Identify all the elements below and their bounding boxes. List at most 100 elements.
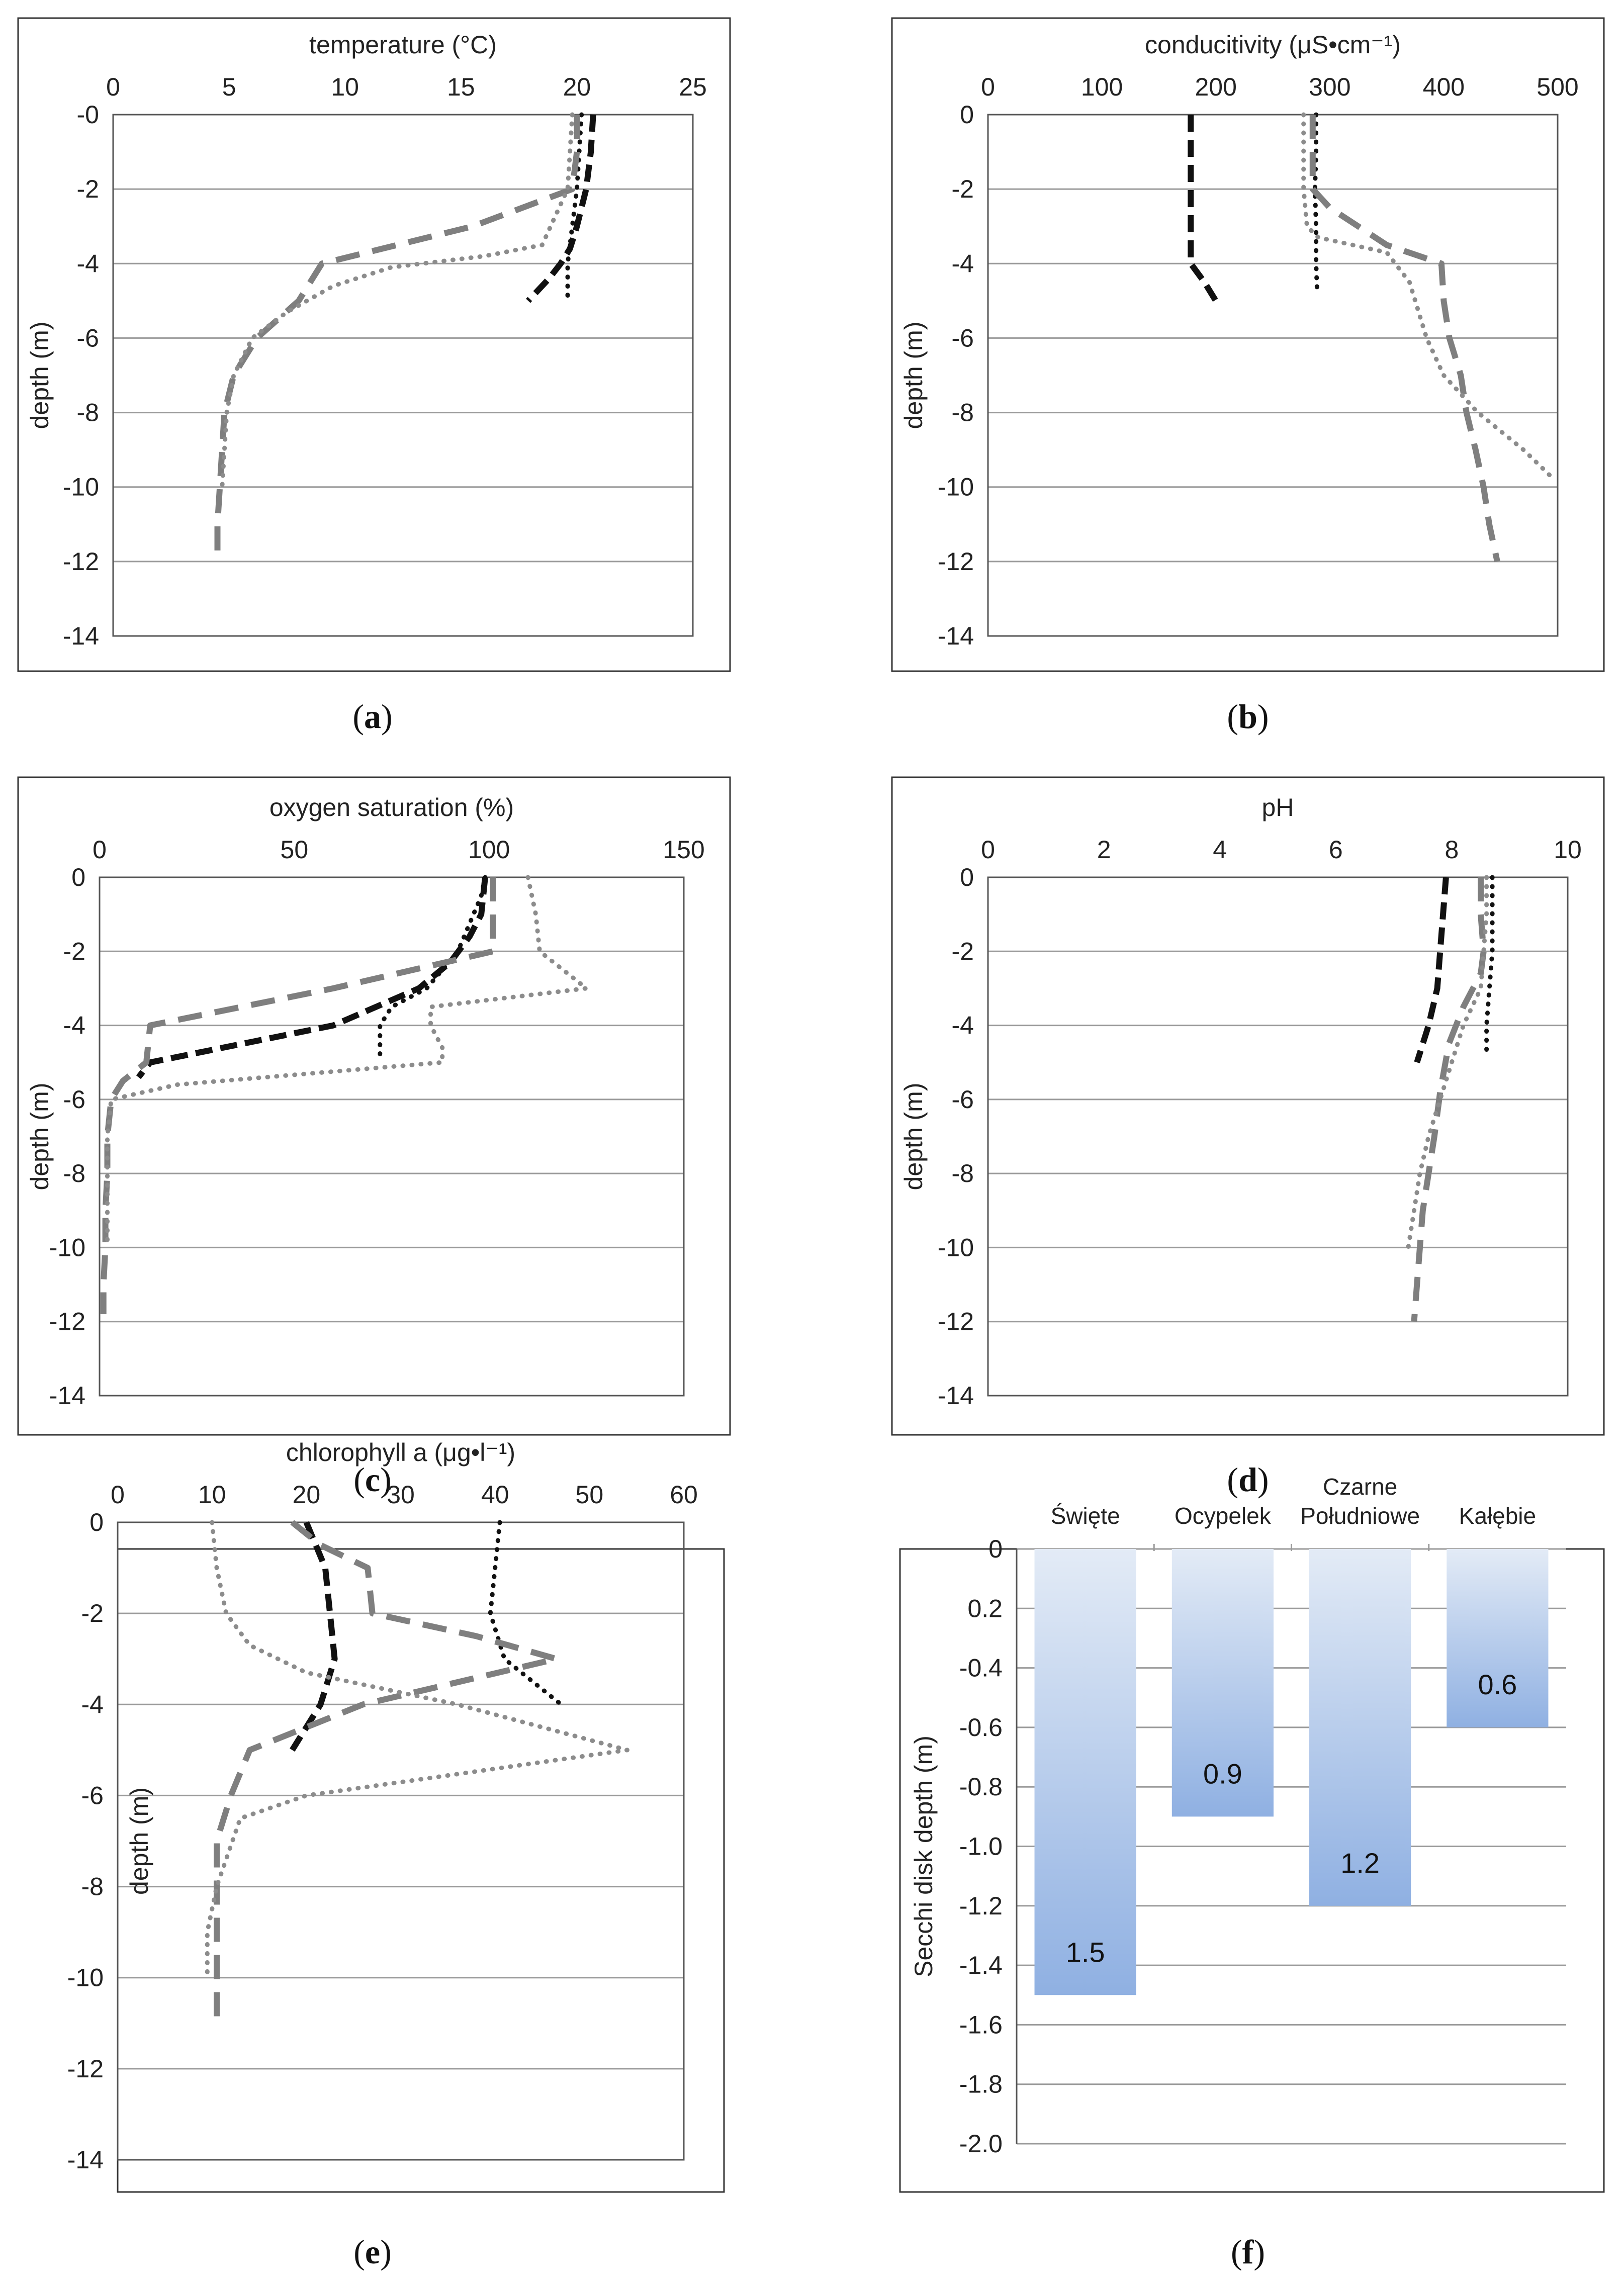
- y-tick-label: -6: [952, 1085, 974, 1114]
- x-tick-label: 400: [1423, 73, 1465, 101]
- chart-panel-a: 0 5 10 15 20 25 -0 -2 -4 -6 -8 -10 -12 -14 temperature…: [17, 17, 731, 736]
- x-tick-label: 30: [387, 1481, 415, 1509]
- x-tick-label: 4: [1213, 836, 1227, 864]
- y-tick-label: -8: [952, 399, 974, 427]
- panel-frame: [891, 776, 1605, 1436]
- series-line-black-dashed: [136, 877, 488, 1079]
- bar-value-label: 0.6: [1478, 1669, 1517, 1700]
- chart-title: oxygen saturation (%): [269, 793, 514, 821]
- x-tick-label: 0: [106, 73, 120, 101]
- y-tick-label: 0: [988, 1535, 1003, 1563]
- chart-panel-e: 0 10 20 30 40 50 60 0 -2 -4 -6 -8 -10 -12 -14 chlorophy…: [67, 1438, 725, 2271]
- y-tick-label: -10: [49, 1233, 85, 1261]
- chart-panel-b: 0 100 200 300 400 500 0 -2 -4 -6 -8 -10 -12 -14 conduc…: [891, 17, 1605, 736]
- y-tick-label: -4: [952, 249, 974, 278]
- series-line-grey-dashed: [1309, 115, 1500, 563]
- x-tick-label: 50: [576, 1481, 604, 1509]
- x-tick-label: 10: [198, 1481, 226, 1509]
- bar: [1034, 1549, 1136, 1995]
- y-tick-label: -1.6: [959, 2010, 1003, 2039]
- y-tick-label: -2: [81, 1599, 104, 1627]
- series-line-black-dashed: [526, 114, 596, 303]
- plot-area: [99, 876, 685, 1397]
- chart-title: conducitivity (μS•cm⁻¹): [1145, 31, 1401, 59]
- y-tick-label: -4: [77, 249, 99, 278]
- chart-panel-d: 0 2 4 6 8 10 0 -2 -4 -6 -8 -10 -12 -14 pH depth (m) (d): [891, 776, 1605, 1499]
- panel-frame: [17, 17, 731, 672]
- series-line-black-dashed: [1414, 877, 1449, 1063]
- y-tick-label: 0: [89, 1508, 104, 1536]
- x-tick-label: 60: [670, 1481, 698, 1509]
- y-tick-label: -4: [81, 1690, 104, 1718]
- y-tick-label: -8: [81, 1873, 104, 1901]
- y-tick-label: -2: [77, 175, 99, 203]
- y-tick-label: -6: [81, 1781, 104, 1809]
- y-tick-label: -0.6: [959, 1713, 1003, 1742]
- chart-panel-c: 0 50 100 150 0 -2 -4 -6 -8 -10 -12 -14 oxygen satura…: [17, 776, 731, 1499]
- y-tick-label: 0: [960, 863, 974, 891]
- y-tick-label: -12: [938, 547, 974, 576]
- x-tick-label: 20: [563, 73, 591, 101]
- category-label: Południowe: [1300, 1503, 1420, 1529]
- y-tick-label: -12: [67, 2055, 104, 2083]
- series-line-grey-dotted: [220, 112, 575, 490]
- x-tick-label: 50: [281, 836, 309, 864]
- y-axis-label: Secchi disk depth (m): [910, 1735, 938, 1977]
- y-tick-label: -8: [952, 1159, 974, 1187]
- series-line-grey-dashed: [214, 1520, 560, 2024]
- y-tick-label: -10: [938, 473, 974, 501]
- x-tick-label: 15: [447, 73, 475, 101]
- y-tick-label: -14: [67, 2146, 104, 2174]
- x-tick-label: 10: [331, 73, 359, 101]
- y-tick-label: -6: [63, 1085, 85, 1114]
- y-tick-label: -8: [63, 1159, 85, 1187]
- x-tick-label: 5: [222, 73, 236, 101]
- series-line-black-dotted: [565, 112, 584, 303]
- bar-value-label: 1.2: [1340, 1847, 1380, 1879]
- y-tick-label: -2: [952, 175, 974, 203]
- y-tick-label: -10: [938, 1233, 974, 1261]
- y-tick-label: -4: [952, 1012, 974, 1040]
- y-tick-label: -4: [63, 1012, 85, 1040]
- series-line-grey-dashed: [100, 877, 496, 1314]
- panel-caption: (a): [352, 697, 392, 736]
- y-tick-label: -1.4: [959, 1951, 1003, 1979]
- y-tick-label: -14: [63, 622, 99, 650]
- x-tick-label: 20: [293, 1481, 321, 1509]
- category-label: Święte: [1051, 1503, 1120, 1529]
- plot-area: [112, 114, 694, 637]
- y-tick-label: -2: [63, 937, 85, 965]
- series-line-grey-dotted: [1301, 112, 1557, 482]
- panel-caption: (e): [353, 2233, 392, 2271]
- x-tick-label: 0: [981, 836, 995, 864]
- series-line-grey-dotted: [1406, 875, 1489, 1250]
- bar-value-label: 1.5: [1066, 1936, 1105, 1968]
- y-axis-label: depth (m): [899, 322, 928, 429]
- x-tick-label: 40: [481, 1481, 509, 1509]
- chart-title: chlorophyll a (μg•l⁻¹): [286, 1438, 515, 1467]
- plot-area: [987, 114, 1559, 637]
- y-axis-label: depth (m): [26, 322, 54, 429]
- y-tick-label: -10: [63, 473, 99, 501]
- y-tick-label: -14: [49, 1382, 85, 1410]
- series-line-black-dotted: [488, 1520, 564, 1707]
- category-label: Ocypelek: [1175, 1503, 1272, 1529]
- x-tick-label: 10: [1554, 836, 1582, 864]
- panel-frame: [891, 17, 1605, 672]
- series-line-black-dotted: [378, 875, 488, 1065]
- y-tick-label: -10: [67, 1964, 104, 1992]
- plot-area: [117, 1521, 685, 2161]
- y-tick-label: -1.8: [959, 2070, 1003, 2098]
- y-axis-label: depth (m): [125, 1787, 153, 1895]
- y-tick-label: -14: [938, 622, 974, 650]
- plot-area: [987, 876, 1569, 1397]
- y-tick-label: 0: [960, 101, 974, 129]
- x-tick-label: 0: [111, 1481, 125, 1509]
- x-tick-label: 100: [1081, 73, 1123, 101]
- y-tick-label: -2: [952, 937, 974, 965]
- series-line-black-dotted: [1484, 875, 1495, 1057]
- y-tick-label: -12: [63, 547, 99, 576]
- panel-caption: (c): [353, 1460, 392, 1499]
- series-line-black-dashed: [1188, 115, 1219, 303]
